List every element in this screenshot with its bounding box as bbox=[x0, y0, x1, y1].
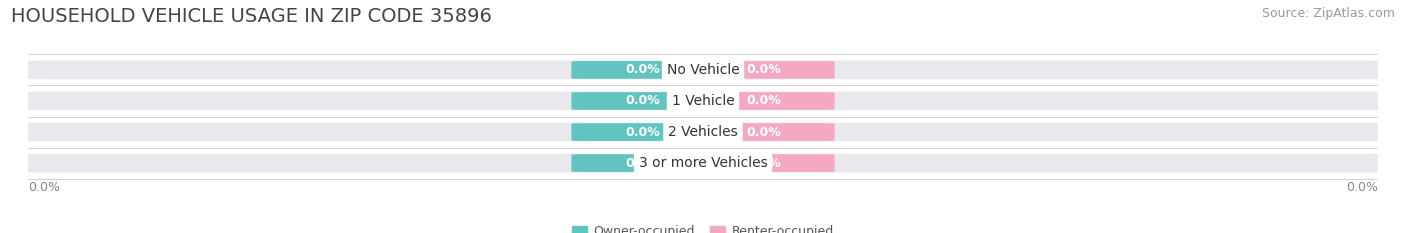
Text: 0.0%: 0.0% bbox=[747, 63, 782, 76]
Text: 3 or more Vehicles: 3 or more Vehicles bbox=[638, 156, 768, 170]
FancyBboxPatch shape bbox=[693, 92, 835, 110]
Text: 0.0%: 0.0% bbox=[747, 94, 782, 107]
Text: 0.0%: 0.0% bbox=[747, 126, 782, 139]
Text: 0.0%: 0.0% bbox=[624, 94, 659, 107]
Text: 1 Vehicle: 1 Vehicle bbox=[672, 94, 734, 108]
FancyBboxPatch shape bbox=[25, 91, 1381, 111]
FancyBboxPatch shape bbox=[25, 59, 1381, 80]
Text: Source: ZipAtlas.com: Source: ZipAtlas.com bbox=[1261, 7, 1395, 20]
Text: 0.0%: 0.0% bbox=[624, 126, 659, 139]
Text: 0.0%: 0.0% bbox=[624, 63, 659, 76]
Text: 0.0%: 0.0% bbox=[624, 157, 659, 170]
FancyBboxPatch shape bbox=[571, 61, 713, 79]
FancyBboxPatch shape bbox=[693, 61, 835, 79]
Text: HOUSEHOLD VEHICLE USAGE IN ZIP CODE 35896: HOUSEHOLD VEHICLE USAGE IN ZIP CODE 3589… bbox=[11, 7, 492, 26]
FancyBboxPatch shape bbox=[571, 92, 713, 110]
Text: 0.0%: 0.0% bbox=[747, 157, 782, 170]
FancyBboxPatch shape bbox=[571, 154, 713, 172]
Text: 2 Vehicles: 2 Vehicles bbox=[668, 125, 738, 139]
Text: No Vehicle: No Vehicle bbox=[666, 63, 740, 77]
FancyBboxPatch shape bbox=[571, 123, 713, 141]
FancyBboxPatch shape bbox=[25, 153, 1381, 174]
Text: 0.0%: 0.0% bbox=[28, 181, 60, 194]
FancyBboxPatch shape bbox=[693, 154, 835, 172]
FancyBboxPatch shape bbox=[693, 123, 835, 141]
Text: 0.0%: 0.0% bbox=[1346, 181, 1378, 194]
Legend: Owner-occupied, Renter-occupied: Owner-occupied, Renter-occupied bbox=[568, 220, 838, 233]
FancyBboxPatch shape bbox=[25, 122, 1381, 142]
